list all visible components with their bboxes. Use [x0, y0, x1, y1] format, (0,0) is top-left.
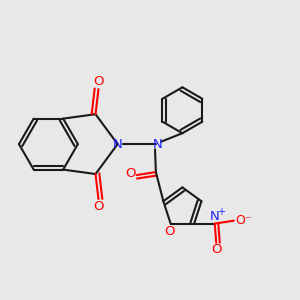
Text: +: + — [217, 207, 225, 218]
Text: O: O — [93, 75, 104, 88]
Text: O: O — [125, 167, 136, 180]
Text: O: O — [164, 225, 174, 239]
Text: N: N — [113, 138, 122, 151]
Text: N: N — [210, 210, 220, 223]
Text: N: N — [152, 138, 162, 151]
Text: O⁻: O⁻ — [236, 214, 252, 227]
Text: O: O — [211, 243, 221, 256]
Text: O: O — [93, 200, 104, 213]
